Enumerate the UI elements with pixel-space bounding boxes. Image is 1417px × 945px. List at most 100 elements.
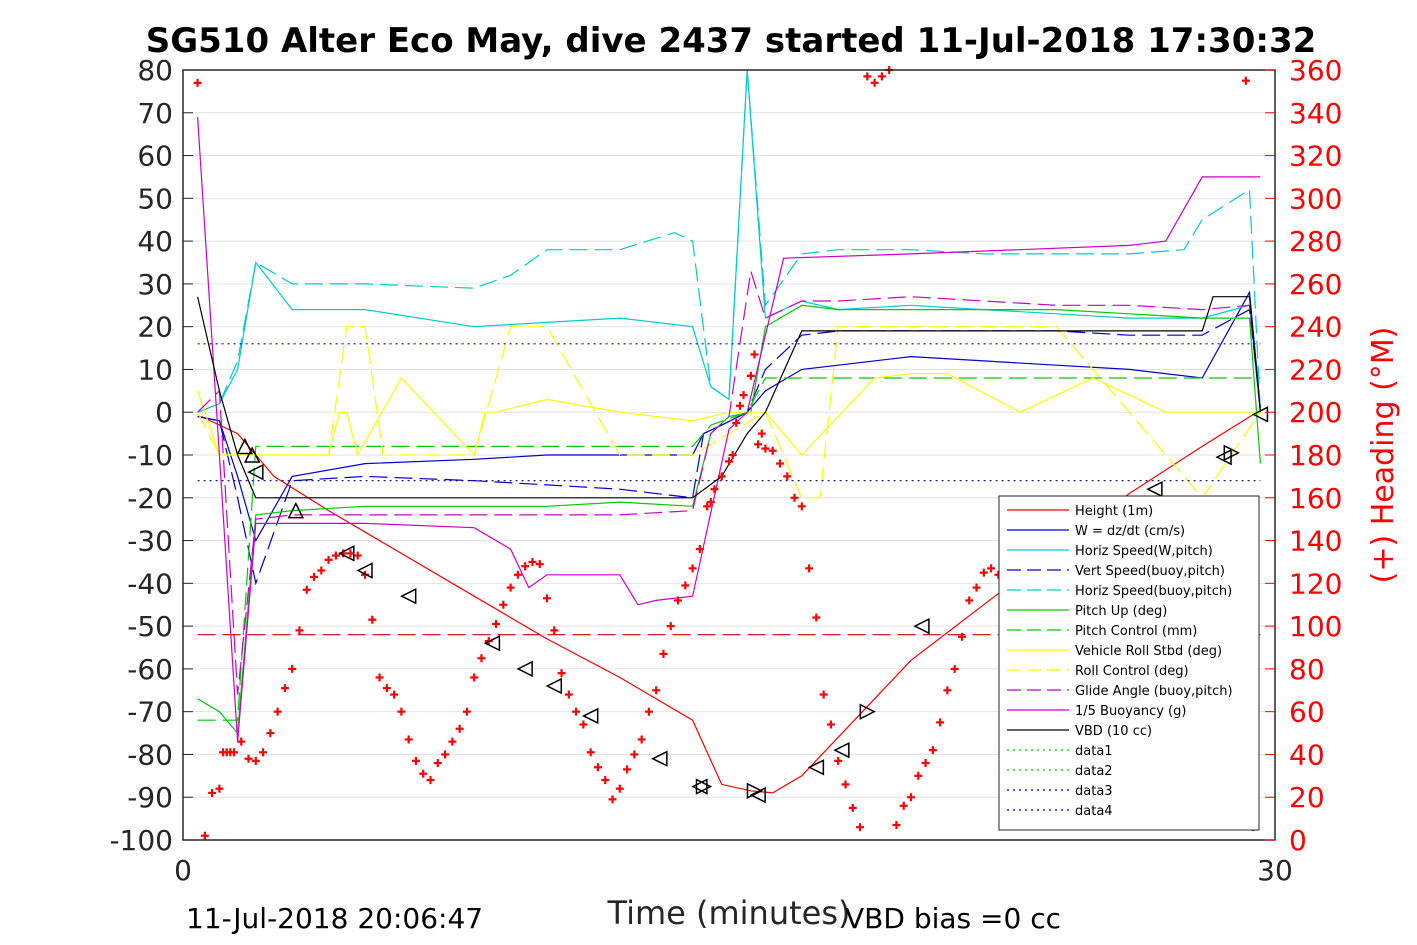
heading-point bbox=[470, 673, 479, 682]
depth-marker bbox=[746, 782, 764, 800]
y-tick-label-left: -30 bbox=[127, 525, 173, 558]
heading-point bbox=[717, 472, 726, 481]
y-tick-label-right: 80 bbox=[1289, 653, 1325, 686]
depth-marker bbox=[356, 562, 373, 579]
depth-marker bbox=[691, 778, 708, 795]
legend-entry: Roll Control (deg) bbox=[1075, 664, 1189, 679]
heading-point bbox=[302, 585, 311, 594]
heading-point bbox=[950, 664, 959, 673]
heading-point bbox=[433, 759, 442, 767]
y-tick-label-right: 20 bbox=[1289, 781, 1325, 814]
heading-point bbox=[310, 572, 319, 581]
heading-point bbox=[757, 429, 766, 438]
x-axis-label: Time (minutes) bbox=[607, 894, 851, 932]
depth-marker bbox=[516, 660, 533, 678]
y-tick-label-right: 100 bbox=[1289, 610, 1342, 643]
heading-point bbox=[783, 472, 792, 481]
heading-point bbox=[914, 771, 923, 780]
y-tick-label-left: 70 bbox=[137, 97, 173, 130]
heading-point bbox=[462, 707, 471, 716]
series-line bbox=[197, 117, 1261, 742]
heading-point bbox=[266, 729, 275, 738]
heading-point bbox=[688, 564, 697, 573]
series-line bbox=[197, 296, 1261, 499]
heading-point bbox=[506, 583, 515, 592]
y-tick-label-right: 240 bbox=[1289, 311, 1342, 344]
heading-point bbox=[739, 391, 748, 400]
depth-marker bbox=[651, 750, 668, 767]
heading-point bbox=[200, 831, 209, 840]
heading-point bbox=[615, 784, 624, 793]
depth-marker bbox=[582, 707, 599, 725]
heading-point bbox=[324, 555, 333, 564]
y-tick-label-left: -50 bbox=[127, 610, 173, 643]
depth-marker bbox=[338, 545, 355, 562]
heading-point bbox=[797, 502, 806, 511]
heading-point bbox=[390, 690, 399, 699]
heading-point bbox=[681, 581, 690, 590]
heading-point bbox=[805, 564, 814, 573]
y-tick-label-left: -40 bbox=[127, 567, 173, 600]
legend-entry: 1/5 Buoyancy (g) bbox=[1075, 704, 1186, 719]
legend-entry: W = dz/dt (cm/s) bbox=[1075, 524, 1185, 539]
heading-point bbox=[419, 769, 428, 778]
legend-entry: Pitch Control (mm) bbox=[1075, 624, 1197, 639]
heading-point bbox=[706, 498, 715, 507]
series-line bbox=[197, 69, 1261, 413]
heading-point bbox=[528, 557, 537, 566]
heading-point bbox=[728, 451, 737, 459]
y-tick-label-left: 80 bbox=[137, 54, 173, 87]
heading-point bbox=[601, 776, 610, 785]
legend-entry: Vehicle Roll Stbd (deg) bbox=[1075, 644, 1222, 659]
heading-point bbox=[703, 502, 712, 511]
y-axis-right-label: (+) Heading (°M) bbox=[1366, 327, 1401, 584]
heading-point bbox=[273, 707, 282, 716]
heading-point bbox=[499, 600, 508, 609]
heading-point bbox=[943, 686, 952, 695]
heading-point bbox=[280, 684, 289, 693]
depth-marker bbox=[749, 786, 766, 804]
heading-point bbox=[841, 780, 850, 789]
y-tick-label-right: 40 bbox=[1289, 738, 1325, 771]
heading-point bbox=[979, 568, 988, 577]
depth-marker bbox=[545, 677, 563, 695]
series-line bbox=[197, 308, 1261, 586]
x-tick-label: 30 bbox=[1257, 854, 1293, 887]
legend-entry: Horiz Speed(buoy,pitch) bbox=[1075, 584, 1232, 599]
series-line bbox=[197, 69, 1261, 413]
heading-point bbox=[659, 649, 668, 658]
axis-ticks: 80706050403020100-10-20-30-40-50-60-70-8… bbox=[109, 54, 1342, 887]
heading-point bbox=[586, 748, 595, 757]
heading-point bbox=[725, 457, 733, 466]
y-tick-label-left: -90 bbox=[127, 781, 173, 814]
heading-point bbox=[735, 401, 744, 410]
heading-point bbox=[317, 566, 326, 575]
y-tick-label-left: -100 bbox=[109, 824, 173, 857]
heading-point bbox=[535, 560, 544, 569]
heading-point bbox=[397, 707, 406, 716]
y-tick-label-left: 50 bbox=[137, 182, 173, 215]
y-tick-label-left: 10 bbox=[137, 353, 173, 386]
heading-point bbox=[907, 793, 915, 802]
heading-point bbox=[564, 690, 573, 699]
y-tick-label-right: 0 bbox=[1289, 824, 1307, 857]
depth-marker bbox=[859, 703, 876, 720]
y-tick-label-left: 30 bbox=[137, 268, 173, 301]
legend-entry: Vert Speed(buoy,pitch) bbox=[1075, 564, 1225, 579]
heading-point bbox=[848, 803, 857, 812]
heading-point bbox=[331, 551, 340, 560]
y-tick-label-left: -20 bbox=[127, 482, 173, 515]
legend-entry: data2 bbox=[1075, 764, 1113, 779]
heading-point bbox=[637, 735, 646, 744]
chart-title: SG510 Alter Eco May, dive 2437 started 1… bbox=[146, 21, 1317, 61]
heading-point bbox=[244, 754, 253, 763]
heading-point bbox=[957, 632, 966, 641]
heading-point bbox=[193, 78, 202, 87]
heading-point bbox=[899, 801, 908, 810]
series-line bbox=[197, 326, 1261, 499]
depth-marker bbox=[1223, 444, 1240, 462]
heading-point bbox=[987, 564, 996, 573]
depth-marker bbox=[483, 635, 501, 652]
heading-point bbox=[826, 720, 835, 729]
